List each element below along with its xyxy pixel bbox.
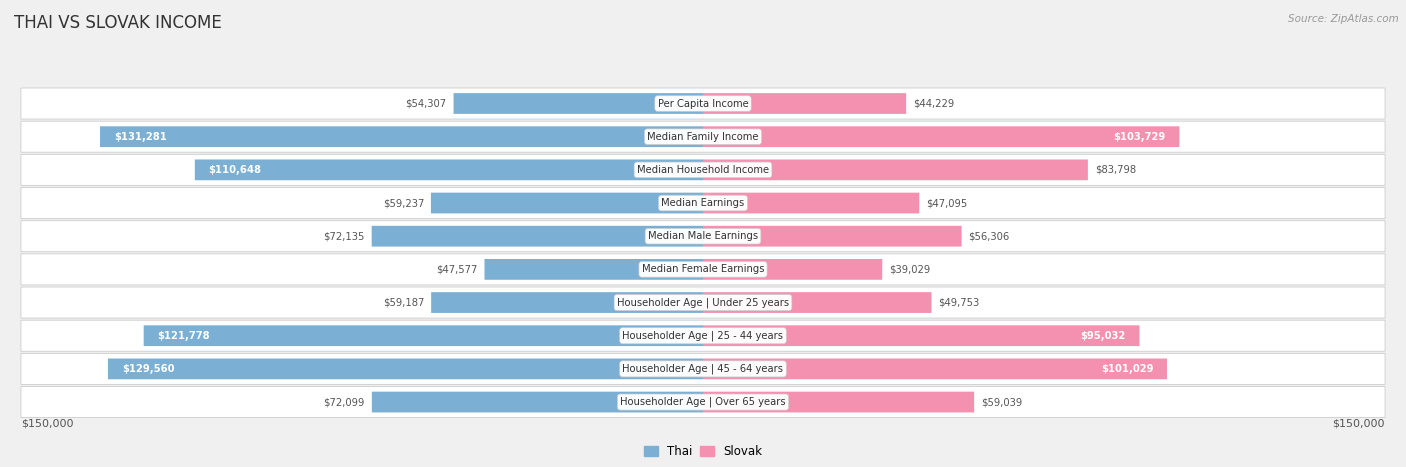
Text: THAI VS SLOVAK INCOME: THAI VS SLOVAK INCOME <box>14 14 222 32</box>
FancyBboxPatch shape <box>485 259 703 280</box>
Text: $121,778: $121,778 <box>157 331 209 341</box>
Text: $95,032: $95,032 <box>1080 331 1126 341</box>
FancyBboxPatch shape <box>21 387 1385 417</box>
Text: $103,729: $103,729 <box>1114 132 1166 142</box>
Text: $83,798: $83,798 <box>1095 165 1136 175</box>
Text: $56,306: $56,306 <box>969 231 1010 241</box>
Text: $59,237: $59,237 <box>382 198 425 208</box>
Text: $59,039: $59,039 <box>981 397 1022 407</box>
Text: $150,000: $150,000 <box>21 418 73 429</box>
FancyBboxPatch shape <box>21 221 1385 252</box>
Text: $101,029: $101,029 <box>1101 364 1153 374</box>
FancyBboxPatch shape <box>430 193 703 213</box>
FancyBboxPatch shape <box>21 287 1385 318</box>
Text: Median Male Earnings: Median Male Earnings <box>648 231 758 241</box>
FancyBboxPatch shape <box>195 160 703 180</box>
Text: $47,577: $47,577 <box>436 264 478 275</box>
FancyBboxPatch shape <box>21 154 1385 185</box>
Text: $72,135: $72,135 <box>323 231 364 241</box>
Text: Median Family Income: Median Family Income <box>647 132 759 142</box>
FancyBboxPatch shape <box>703 359 1167 379</box>
Text: $150,000: $150,000 <box>1333 418 1385 429</box>
Text: Householder Age | Under 25 years: Householder Age | Under 25 years <box>617 297 789 308</box>
Text: $47,095: $47,095 <box>927 198 967 208</box>
FancyBboxPatch shape <box>432 292 703 313</box>
Text: $110,648: $110,648 <box>208 165 262 175</box>
FancyBboxPatch shape <box>703 126 1180 147</box>
Text: Householder Age | 25 - 44 years: Householder Age | 25 - 44 years <box>623 331 783 341</box>
FancyBboxPatch shape <box>108 359 703 379</box>
FancyBboxPatch shape <box>21 254 1385 285</box>
Text: $49,753: $49,753 <box>938 297 980 308</box>
FancyBboxPatch shape <box>703 226 962 247</box>
Text: Source: ZipAtlas.com: Source: ZipAtlas.com <box>1288 14 1399 24</box>
Text: Median Female Earnings: Median Female Earnings <box>641 264 765 275</box>
FancyBboxPatch shape <box>703 93 905 114</box>
Text: $129,560: $129,560 <box>122 364 174 374</box>
Text: $54,307: $54,307 <box>405 99 447 108</box>
Text: $44,229: $44,229 <box>912 99 955 108</box>
FancyBboxPatch shape <box>703 292 932 313</box>
FancyBboxPatch shape <box>371 226 703 247</box>
Legend: Thai, Slovak: Thai, Slovak <box>641 443 765 460</box>
Text: $131,281: $131,281 <box>114 132 167 142</box>
FancyBboxPatch shape <box>703 193 920 213</box>
FancyBboxPatch shape <box>703 392 974 412</box>
Text: Per Capita Income: Per Capita Income <box>658 99 748 108</box>
Text: $72,099: $72,099 <box>323 397 366 407</box>
FancyBboxPatch shape <box>21 121 1385 152</box>
FancyBboxPatch shape <box>100 126 703 147</box>
FancyBboxPatch shape <box>21 88 1385 119</box>
FancyBboxPatch shape <box>371 392 703 412</box>
FancyBboxPatch shape <box>21 188 1385 219</box>
FancyBboxPatch shape <box>703 160 1088 180</box>
FancyBboxPatch shape <box>703 259 882 280</box>
FancyBboxPatch shape <box>703 325 1139 346</box>
Text: Householder Age | 45 - 64 years: Householder Age | 45 - 64 years <box>623 364 783 374</box>
Text: $59,187: $59,187 <box>382 297 425 308</box>
FancyBboxPatch shape <box>21 320 1385 351</box>
FancyBboxPatch shape <box>454 93 703 114</box>
Text: Median Household Income: Median Household Income <box>637 165 769 175</box>
Text: Median Earnings: Median Earnings <box>661 198 745 208</box>
Text: $39,029: $39,029 <box>889 264 931 275</box>
FancyBboxPatch shape <box>143 325 703 346</box>
Text: Householder Age | Over 65 years: Householder Age | Over 65 years <box>620 397 786 407</box>
FancyBboxPatch shape <box>21 354 1385 384</box>
